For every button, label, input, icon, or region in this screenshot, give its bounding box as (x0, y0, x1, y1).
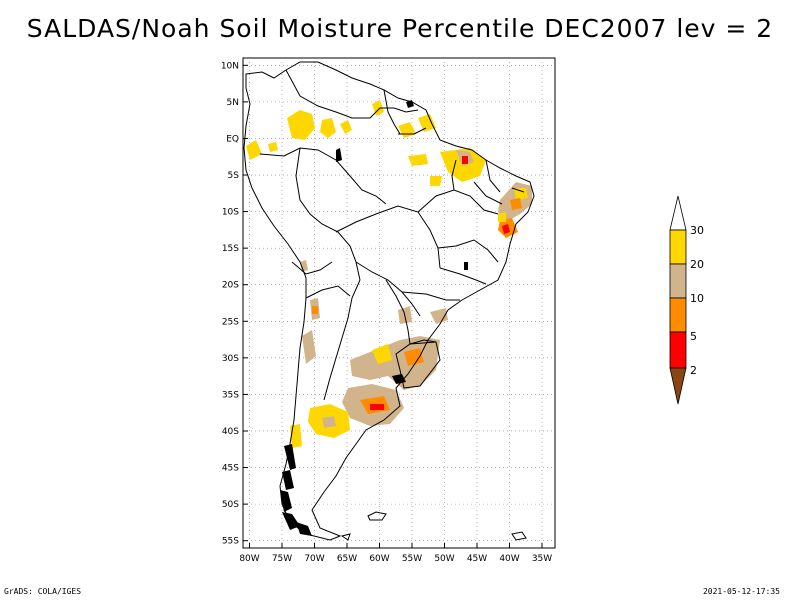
legend-2-5 (669, 331, 687, 369)
lon-label: 55W (402, 554, 422, 564)
legend-below-2 (669, 367, 687, 405)
shade-patch-peru-coast (300, 260, 308, 272)
lat-label: 20S (222, 281, 239, 291)
footer-timestamp: 2021-05-12-17:35 (702, 587, 780, 596)
lat-label: 35S (222, 390, 239, 400)
colorbar-legend: 30 20 10 5 2 (669, 195, 704, 405)
lat-label: 45S (222, 464, 239, 474)
legend-label-20: 20 (690, 258, 704, 271)
legend-5-10 (669, 297, 687, 333)
shade-patch-rgs-orange (404, 348, 424, 366)
legend-label-2: 2 (690, 364, 697, 377)
legend-label-10: 10 (690, 292, 704, 305)
shade-patch-chile-south (290, 424, 302, 448)
lon-label: 35W (532, 554, 552, 564)
lon-label: 40W (499, 554, 519, 564)
lon-label: 65W (337, 554, 357, 564)
lon-label: 50W (434, 554, 454, 564)
shade-patch-sao-paulo (430, 308, 448, 324)
shade-patch-buenos-aires-red (370, 404, 384, 410)
lon-label: 80W (239, 554, 259, 564)
shade-patch-colombia (287, 110, 315, 140)
legend-20-30 (669, 229, 687, 265)
lat-label: 25S (222, 317, 239, 327)
shade-patch-corrientes (372, 344, 392, 364)
legend-label-5: 5 (690, 330, 697, 343)
map-title: SALDAS/Noah Soil Moisture Percentile DEC… (26, 14, 774, 43)
soil-moisture-shading (246, 100, 532, 448)
shade-patch-alagoas (510, 198, 522, 210)
longitude-labels: 80W 75W 70W 65W 60W 55W 50W 45W 40W 35W (239, 543, 552, 564)
shade-patch-para (408, 154, 428, 166)
country-boundaries (243, 61, 535, 541)
shade-patch-venezuela (340, 120, 352, 134)
lat-label: 50S (222, 500, 239, 510)
lat-label: 10N (221, 61, 239, 71)
lon-label: 45W (467, 554, 487, 564)
lat-label: 30S (222, 354, 239, 364)
shade-patch-chile-north-orange (312, 306, 318, 314)
legend-label-30: 30 (690, 224, 704, 237)
lat-label: 5N (227, 98, 239, 108)
shade-patch-chile-central (302, 330, 316, 364)
lon-label: 75W (272, 554, 292, 564)
shade-patch-guyana (372, 100, 384, 116)
lat-label: 5S (228, 171, 240, 181)
lat-label: EQ (226, 134, 239, 144)
shade-patch-la-pampa-tan (322, 416, 336, 428)
shade-patch-maranhao-red (462, 156, 468, 164)
shade-patch-amapa (418, 114, 436, 132)
lon-label: 60W (369, 554, 389, 564)
lon-label: 70W (304, 554, 324, 564)
shade-patch-paraiba (514, 188, 528, 200)
footer-credit: GrADS: COLA/IGES (4, 587, 82, 596)
legend-10-20 (669, 263, 687, 299)
shade-patch-ecuador (246, 140, 262, 160)
lat-label: 40S (222, 427, 239, 437)
chile-fjords (280, 100, 468, 536)
shade-patch-bahia-red (502, 224, 510, 234)
lat-label: 15S (222, 244, 239, 254)
latitude-labels: 10N 5N EQ 5S 10S 15S 20S 25S 30S 35S 40S 45S 50S 55S (221, 61, 248, 547)
lat-label: 55S (222, 537, 239, 547)
shade-patch-peru-north (268, 142, 278, 152)
legend-above-30 (669, 195, 687, 231)
shade-patch-sergipe (498, 212, 506, 222)
shade-patch-tocantins (430, 176, 442, 186)
lat-label: 10S (222, 208, 239, 218)
shade-patch-venezuela-west (320, 118, 336, 138)
